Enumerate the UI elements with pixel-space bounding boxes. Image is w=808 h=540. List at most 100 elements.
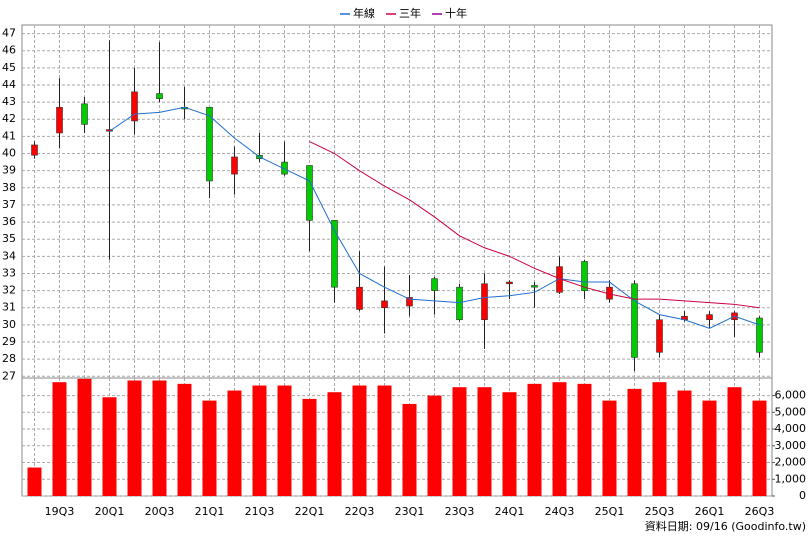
y-tick-label: 35 (2, 232, 16, 245)
plot-frame (21, 24, 773, 497)
x-tick-label: 20Q1 (95, 505, 125, 518)
volume-bar (727, 387, 742, 496)
volume-bar (227, 390, 242, 496)
candle-body (331, 220, 338, 288)
x-tick-label: 22Q1 (295, 505, 325, 518)
volume-bar (477, 387, 492, 496)
candle-body (756, 317, 763, 353)
volume-bar (577, 383, 592, 496)
candle-body (56, 106, 63, 134)
x-tick-label: 21Q3 (245, 505, 275, 518)
candle-body (456, 286, 463, 321)
ma-line (109, 106, 760, 329)
candle-body (431, 278, 438, 291)
volume-bar (352, 385, 367, 496)
x-tick-label: 20Q3 (145, 505, 175, 518)
volume-bar (702, 400, 717, 496)
x-tick-label: 24Q1 (495, 505, 525, 518)
volume-bar (77, 378, 92, 496)
y-tick-label: 32 (2, 284, 16, 297)
candle-body (631, 283, 638, 358)
volume-bar (552, 382, 567, 496)
y-tick-label: 46 (2, 44, 16, 57)
volume-bar (627, 388, 642, 496)
volume-bar (602, 400, 617, 496)
x-tick-label: 19Q3 (45, 505, 75, 518)
y-tick-label: 34 (2, 249, 16, 262)
y-tick-label: 39 (2, 164, 16, 177)
volume-bar (677, 390, 692, 496)
candle-body (81, 103, 88, 125)
y-tick-label: 43 (2, 95, 16, 108)
volume-bar (327, 392, 342, 496)
y-tick-label: 3,000 (775, 439, 807, 452)
candle-body (531, 285, 538, 288)
legend-label: 十年 (445, 6, 467, 20)
volume-bar (177, 383, 192, 496)
x-tick-label: 23Q1 (395, 505, 425, 518)
x-tick-label: 26Q1 (695, 505, 725, 518)
volume-bar (52, 382, 67, 496)
volume-bar (752, 400, 767, 496)
x-tick-label: 21Q1 (195, 505, 225, 518)
x-tick-label: 24Q3 (545, 505, 575, 518)
y-tick-label: 44 (2, 78, 16, 91)
volume-bar (377, 385, 392, 496)
volume-bar (427, 395, 442, 496)
y-tick-label: 6,000 (775, 389, 807, 402)
volume-bar (277, 385, 292, 496)
source-note: 資料日期: 09/16 (Goodinfo.tw) (645, 519, 806, 533)
candle-body (356, 286, 363, 310)
y-tick-label: 28 (2, 352, 16, 365)
volume-bar (152, 380, 167, 496)
legend-label: 三年 (399, 6, 421, 20)
y-tick-label: 37 (2, 198, 16, 211)
y-tick-label: 2,000 (775, 456, 807, 469)
y-tick-label: 0 (799, 489, 806, 502)
ma-line (309, 141, 760, 309)
x-tick-label: 25Q3 (645, 505, 675, 518)
y-tick-label: 4,000 (775, 422, 807, 435)
candle-body (481, 283, 488, 321)
volume-bar (502, 392, 517, 496)
candle-body (131, 91, 138, 122)
volume-bar (202, 400, 217, 496)
y-tick-label: 42 (2, 112, 16, 125)
volume-bar (252, 385, 267, 496)
y-tick-label: 36 (2, 215, 16, 228)
volume-bar (302, 398, 317, 496)
candle-body (506, 281, 513, 285)
x-tick-label: 25Q1 (595, 505, 625, 518)
y-tick-label: 47 (2, 27, 16, 40)
y-tick-label: 27 (2, 369, 16, 382)
x-tick-label: 26Q3 (745, 505, 775, 518)
candle-body (306, 165, 313, 221)
y-tick-label: 31 (2, 301, 16, 314)
y-tick-label: 40 (2, 147, 16, 160)
volume-bar (402, 403, 417, 496)
candle-body (581, 261, 588, 291)
y-tick-label: 33 (2, 266, 16, 279)
candle-body (656, 319, 663, 353)
x-tick-label: 23Q3 (445, 505, 475, 518)
volume-bar (27, 467, 42, 496)
candle-body (706, 314, 713, 321)
candle-body (406, 297, 413, 307)
y-tick-label: 5,000 (775, 405, 807, 418)
y-tick-label: 41 (2, 129, 16, 142)
volume-bar (127, 380, 142, 496)
y-tick-label: 30 (2, 318, 16, 331)
candle-body (31, 144, 38, 156)
candle-body (206, 106, 213, 182)
y-tick-label: 45 (2, 61, 16, 74)
volume-bar (102, 397, 117, 496)
legend-label: 年線 (353, 6, 375, 20)
y-tick-label: 1,000 (775, 472, 807, 485)
volume-bar (652, 382, 667, 496)
candle-body (156, 93, 163, 99)
x-tick-label: 22Q3 (345, 505, 375, 518)
y-tick-label: 29 (2, 335, 16, 348)
candle-body (381, 300, 388, 309)
volume-bar (527, 383, 542, 496)
